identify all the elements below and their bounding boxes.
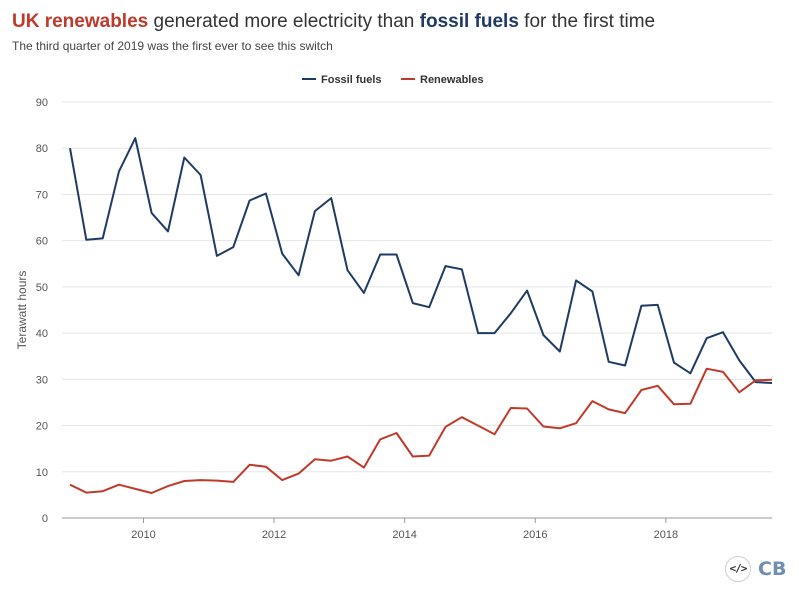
chart-subtitle: The third quarter of 2019 was the first … bbox=[12, 39, 333, 53]
y-axis-ticks: 0 10 20 30 40 50 60 70 80 90 bbox=[36, 97, 48, 525]
y-tick-label-10: 10 bbox=[36, 467, 48, 479]
y-tick-label-80: 80 bbox=[36, 143, 48, 155]
x-tick-label-2010: 2010 bbox=[131, 529, 155, 541]
code-icon[interactable]: </> bbox=[725, 556, 751, 582]
title-text-end: for the first time bbox=[518, 11, 656, 32]
y-tick-label-60: 60 bbox=[36, 236, 48, 248]
x-tick-label-2018: 2018 bbox=[654, 529, 678, 541]
x-tick-label-2014: 2014 bbox=[392, 529, 416, 541]
gridlines bbox=[62, 101, 772, 473]
embed-glyph: </> bbox=[729, 562, 748, 575]
title-highlight-renewables: UK renewables bbox=[12, 11, 149, 32]
y-tick-label-30: 30 bbox=[36, 374, 48, 386]
y-tick-label-20: 20 bbox=[36, 421, 48, 433]
series-lines bbox=[69, 137, 773, 494]
legend: Fossil fuels Renewables bbox=[302, 74, 484, 86]
series-line-renewables bbox=[69, 367, 773, 494]
y-axis-label: Terawatt hours bbox=[15, 271, 29, 350]
legend-label-fossil-fuels: Fossil fuels bbox=[321, 74, 382, 86]
chart-title: UK renewables generated more electricity… bbox=[12, 11, 655, 33]
title-highlight-fossil: fossil fuels bbox=[419, 11, 519, 32]
x-tick-label-2016: 2016 bbox=[523, 529, 547, 541]
series-line-fossil-fuels bbox=[69, 137, 773, 384]
y-tick-label-50: 50 bbox=[36, 282, 48, 294]
y-tick-label-70: 70 bbox=[36, 189, 48, 201]
y-tick-label-0: 0 bbox=[42, 513, 48, 525]
y-tick-label-40: 40 bbox=[36, 328, 48, 340]
y-tick-label-90: 90 bbox=[36, 97, 48, 109]
title-text-middle: generated more electricity than bbox=[148, 11, 420, 32]
x-axis-ticks: 2010 2012 2014 2016 2018 bbox=[131, 518, 678, 541]
legend-label-renewables: Renewables bbox=[420, 74, 484, 86]
carbon-brief-logo: CB bbox=[758, 558, 787, 580]
x-tick-label-2012: 2012 bbox=[262, 529, 286, 541]
